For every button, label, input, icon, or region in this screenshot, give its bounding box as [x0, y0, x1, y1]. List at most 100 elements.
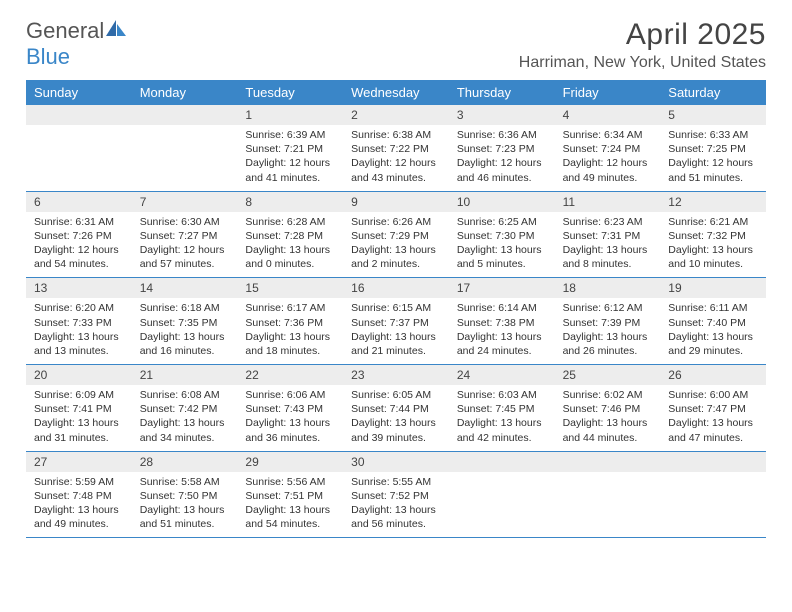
daylight-text: Daylight: 13 hours — [34, 330, 124, 344]
sunrise-text: Sunrise: 6:34 AM — [563, 128, 653, 142]
sunset-text: Sunset: 7:22 PM — [351, 142, 441, 156]
day-number — [132, 105, 238, 125]
day-number: 9 — [343, 192, 449, 212]
day-number: 6 — [26, 192, 132, 212]
day-body: Sunrise: 6:20 AMSunset: 7:33 PMDaylight:… — [26, 298, 132, 364]
daylight-text: Daylight: 13 hours — [563, 243, 653, 257]
daylight-text: and 43 minutes. — [351, 171, 441, 185]
day-number: 4 — [555, 105, 661, 125]
weekday-header: Saturday — [660, 80, 766, 105]
day-cell: 10Sunrise: 6:25 AMSunset: 7:30 PMDayligh… — [449, 192, 555, 278]
sunrise-text: Sunrise: 6:25 AM — [457, 215, 547, 229]
daylight-text: and 56 minutes. — [351, 517, 441, 531]
sunset-text: Sunset: 7:21 PM — [245, 142, 335, 156]
daylight-text: and 47 minutes. — [668, 431, 758, 445]
day-number: 1 — [237, 105, 343, 125]
sunset-text: Sunset: 7:36 PM — [245, 316, 335, 330]
day-body: Sunrise: 6:09 AMSunset: 7:41 PMDaylight:… — [26, 385, 132, 451]
day-body: Sunrise: 6:08 AMSunset: 7:42 PMDaylight:… — [132, 385, 238, 451]
day-cell: 25Sunrise: 6:02 AMSunset: 7:46 PMDayligh… — [555, 365, 661, 451]
daylight-text: Daylight: 12 hours — [351, 156, 441, 170]
day-number: 22 — [237, 365, 343, 385]
daylight-text: Daylight: 13 hours — [34, 503, 124, 517]
day-cell: 27Sunrise: 5:59 AMSunset: 7:48 PMDayligh… — [26, 452, 132, 538]
weekday-header: Monday — [132, 80, 238, 105]
day-cell: 6Sunrise: 6:31 AMSunset: 7:26 PMDaylight… — [26, 192, 132, 278]
location-text: Harriman, New York, United States — [519, 54, 766, 72]
daylight-text: Daylight: 13 hours — [245, 243, 335, 257]
day-number: 3 — [449, 105, 555, 125]
daylight-text: and 49 minutes. — [34, 517, 124, 531]
sunrise-text: Sunrise: 6:12 AM — [563, 301, 653, 315]
day-body: Sunrise: 6:30 AMSunset: 7:27 PMDaylight:… — [132, 212, 238, 278]
day-body: Sunrise: 6:26 AMSunset: 7:29 PMDaylight:… — [343, 212, 449, 278]
logo: General Blue — [26, 18, 128, 70]
day-cell: 18Sunrise: 6:12 AMSunset: 7:39 PMDayligh… — [555, 278, 661, 364]
day-cell: 4Sunrise: 6:34 AMSunset: 7:24 PMDaylight… — [555, 105, 661, 191]
weekday-header-row: SundayMondayTuesdayWednesdayThursdayFrid… — [26, 80, 766, 105]
daylight-text: Daylight: 13 hours — [351, 330, 441, 344]
daylight-text: and 24 minutes. — [457, 344, 547, 358]
day-number: 11 — [555, 192, 661, 212]
day-cell: 20Sunrise: 6:09 AMSunset: 7:41 PMDayligh… — [26, 365, 132, 451]
daylight-text: and 54 minutes. — [34, 257, 124, 271]
sunrise-text: Sunrise: 6:30 AM — [140, 215, 230, 229]
day-body: Sunrise: 6:03 AMSunset: 7:45 PMDaylight:… — [449, 385, 555, 451]
daylight-text: Daylight: 12 hours — [563, 156, 653, 170]
sunrise-text: Sunrise: 5:56 AM — [245, 475, 335, 489]
daylight-text: Daylight: 13 hours — [457, 243, 547, 257]
week-row: 6Sunrise: 6:31 AMSunset: 7:26 PMDaylight… — [26, 192, 766, 279]
day-cell — [555, 452, 661, 538]
day-number: 24 — [449, 365, 555, 385]
sunset-text: Sunset: 7:31 PM — [563, 229, 653, 243]
daylight-text: and 18 minutes. — [245, 344, 335, 358]
daylight-text: and 31 minutes. — [34, 431, 124, 445]
day-number: 12 — [660, 192, 766, 212]
day-body: Sunrise: 6:28 AMSunset: 7:28 PMDaylight:… — [237, 212, 343, 278]
day-body: Sunrise: 6:38 AMSunset: 7:22 PMDaylight:… — [343, 125, 449, 191]
sunrise-text: Sunrise: 6:05 AM — [351, 388, 441, 402]
daylight-text: Daylight: 13 hours — [668, 330, 758, 344]
daylight-text: Daylight: 13 hours — [563, 416, 653, 430]
daylight-text: Daylight: 13 hours — [351, 416, 441, 430]
day-cell: 13Sunrise: 6:20 AMSunset: 7:33 PMDayligh… — [26, 278, 132, 364]
sunset-text: Sunset: 7:28 PM — [245, 229, 335, 243]
daylight-text: and 57 minutes. — [140, 257, 230, 271]
weekday-header: Sunday — [26, 80, 132, 105]
daylight-text: and 16 minutes. — [140, 344, 230, 358]
day-body: Sunrise: 5:58 AMSunset: 7:50 PMDaylight:… — [132, 472, 238, 538]
sunset-text: Sunset: 7:44 PM — [351, 402, 441, 416]
sunset-text: Sunset: 7:43 PM — [245, 402, 335, 416]
sunset-text: Sunset: 7:30 PM — [457, 229, 547, 243]
daylight-text: and 8 minutes. — [563, 257, 653, 271]
sunrise-text: Sunrise: 6:39 AM — [245, 128, 335, 142]
sunrise-text: Sunrise: 5:58 AM — [140, 475, 230, 489]
sunrise-text: Sunrise: 6:00 AM — [668, 388, 758, 402]
sunset-text: Sunset: 7:52 PM — [351, 489, 441, 503]
daylight-text: and 39 minutes. — [351, 431, 441, 445]
day-number: 27 — [26, 452, 132, 472]
sunset-text: Sunset: 7:26 PM — [34, 229, 124, 243]
day-body: Sunrise: 5:56 AMSunset: 7:51 PMDaylight:… — [237, 472, 343, 538]
sunset-text: Sunset: 7:23 PM — [457, 142, 547, 156]
weekday-header: Friday — [555, 80, 661, 105]
header: General Blue April 2025 Harriman, New Yo… — [26, 18, 766, 72]
sunset-text: Sunset: 7:46 PM — [563, 402, 653, 416]
day-cell: 8Sunrise: 6:28 AMSunset: 7:28 PMDaylight… — [237, 192, 343, 278]
daylight-text: and 26 minutes. — [563, 344, 653, 358]
daylight-text: and 41 minutes. — [245, 171, 335, 185]
daylight-text: Daylight: 12 hours — [140, 243, 230, 257]
daylight-text: and 13 minutes. — [34, 344, 124, 358]
daylight-text: and 44 minutes. — [563, 431, 653, 445]
day-body: Sunrise: 6:12 AMSunset: 7:39 PMDaylight:… — [555, 298, 661, 364]
daylight-text: Daylight: 13 hours — [34, 416, 124, 430]
daylight-text: Daylight: 13 hours — [245, 503, 335, 517]
day-number: 2 — [343, 105, 449, 125]
sunset-text: Sunset: 7:41 PM — [34, 402, 124, 416]
day-number: 16 — [343, 278, 449, 298]
sunset-text: Sunset: 7:51 PM — [245, 489, 335, 503]
day-body: Sunrise: 6:31 AMSunset: 7:26 PMDaylight:… — [26, 212, 132, 278]
sunset-text: Sunset: 7:42 PM — [140, 402, 230, 416]
day-number: 30 — [343, 452, 449, 472]
sunrise-text: Sunrise: 6:28 AM — [245, 215, 335, 229]
